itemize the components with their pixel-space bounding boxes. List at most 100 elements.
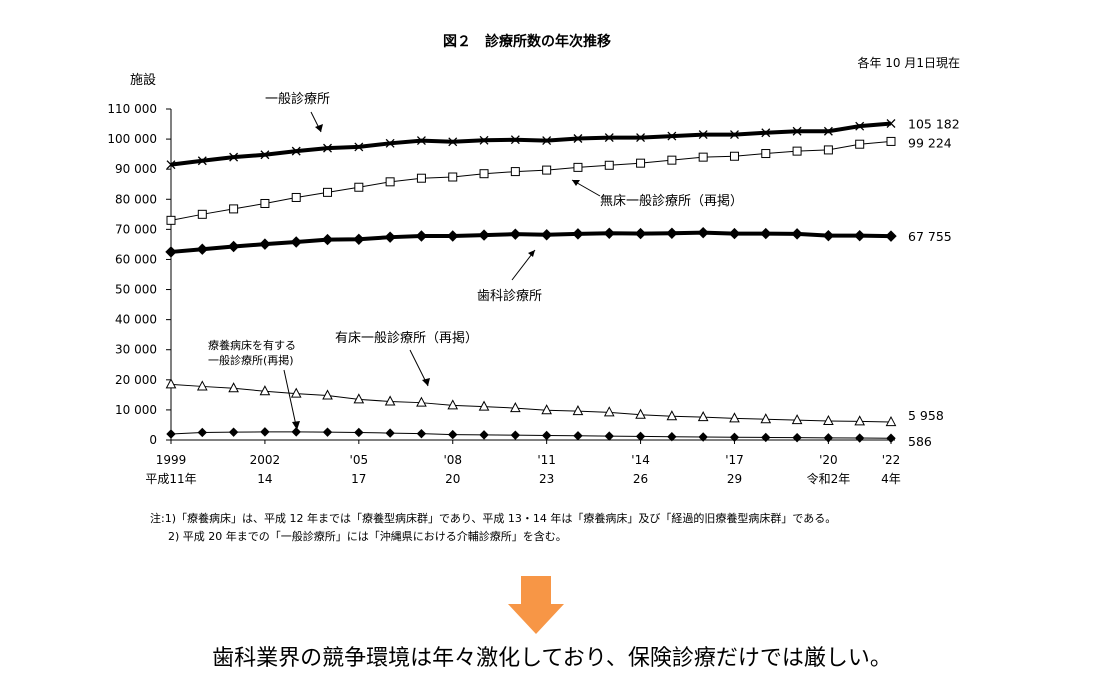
data-point (353, 393, 365, 404)
x-tick-sublabel: 14 (257, 472, 272, 486)
data-point (886, 119, 896, 128)
data-point (823, 145, 833, 155)
arrowhead-bed (422, 378, 430, 386)
x-tick-sublabel: 17 (351, 472, 366, 486)
data-point (510, 167, 520, 177)
data-point (291, 427, 301, 437)
y-tick-label: 40 000 (115, 313, 157, 327)
data-point (479, 430, 489, 440)
chart-title: 図２ 診療所数の年次推移 (443, 33, 611, 50)
data-point (166, 160, 176, 170)
data-point (886, 136, 896, 146)
series-4 (166, 427, 896, 443)
series-0 (166, 119, 896, 170)
data-point (666, 410, 678, 421)
data-point (572, 405, 584, 416)
data-point (354, 182, 364, 192)
series-3 (165, 378, 897, 427)
data-point (166, 215, 176, 225)
annotation-no-bed-clinic: 無床一般診療所（再掲） (600, 193, 743, 209)
down-arrow-icon (508, 576, 564, 634)
data-point (416, 173, 426, 183)
annotation-ltc-clinic-line2: 一般診療所(再掲) (208, 353, 294, 367)
data-point (384, 231, 396, 243)
data-point (448, 172, 458, 182)
data-point (291, 192, 301, 202)
end-label: 99 224 (908, 135, 952, 150)
data-point (509, 228, 522, 240)
data-point (166, 429, 176, 439)
end-label: 5 958 (908, 408, 944, 423)
data-point (197, 209, 207, 219)
x-ticks: 1999 平成11年 2002 14 '05 17 '08 20 '11 23 '14 26 '17 29… (145, 440, 901, 486)
y-tick-label: 20 000 (115, 373, 157, 387)
data-point (510, 135, 520, 145)
data-point (791, 228, 803, 240)
y-tick-label: 90 000 (115, 162, 157, 176)
data-point (635, 431, 646, 442)
data-point (354, 427, 364, 438)
data-point (667, 131, 677, 141)
annotation-bed-clinic: 有床一般診療所（再掲） (335, 330, 478, 346)
arrowhead-ltc (292, 421, 300, 430)
data-point (855, 139, 865, 149)
x-tick-label: '20 (819, 453, 838, 467)
data-point (572, 228, 584, 240)
data-point (228, 382, 239, 393)
data-point (698, 432, 708, 442)
y-axis-label: 施設 (130, 72, 156, 88)
data-point (197, 427, 208, 438)
y-tick-label: 10 000 (115, 403, 157, 417)
data-point (322, 389, 333, 400)
data-point (760, 227, 772, 240)
data-point (323, 187, 333, 197)
y-tick-label: 30 000 (115, 343, 157, 357)
series-line (170, 121, 892, 167)
data-point (385, 177, 395, 187)
data-point (540, 229, 553, 241)
data-point (603, 406, 615, 417)
data-point (635, 408, 646, 419)
data-point (823, 414, 834, 426)
data-point (385, 138, 395, 148)
x-tick-label: 2002 (250, 453, 281, 467)
end-labels: 105 182 99 224 67 755 5 958 586 (908, 116, 960, 449)
data-point (667, 155, 677, 165)
data-point (416, 136, 426, 146)
axes (170, 109, 895, 441)
data-point (761, 128, 771, 138)
series-1 (166, 136, 896, 225)
data-point (416, 396, 427, 407)
data-point (447, 230, 459, 242)
data-point (730, 130, 739, 140)
data-point (822, 229, 835, 242)
x-tick-sublabel: 4年 (881, 472, 901, 486)
data-point (229, 204, 239, 214)
data-point (728, 227, 741, 240)
data-point (197, 156, 207, 166)
data-point (761, 149, 771, 159)
data-point (636, 133, 646, 143)
note-1: 注:1)「療養病床」は、平成 12 年までは「療養型病床群」であり、平成 13・… (150, 512, 837, 525)
y-ticks: 0 10 000 20 000 30 000 40 000 50 000 60 000 70 … (107, 102, 171, 447)
data-point (479, 169, 489, 179)
data-point (478, 400, 490, 411)
annotation-dental-clinic: 歯科診療所 (477, 288, 542, 304)
data-point (260, 198, 270, 208)
data-point (196, 380, 208, 391)
data-point (416, 428, 427, 439)
note-2: 2) 平成 20 年までの「一般診療所」には「沖縄県における介輔診療所」を含む。 (168, 530, 567, 543)
y-tick-label: 0 (149, 433, 157, 447)
data-point (259, 238, 271, 250)
data-point (291, 146, 301, 156)
data-point (823, 126, 833, 136)
data-point (542, 136, 552, 146)
arrowhead-general (315, 124, 323, 132)
series-2 (165, 226, 897, 258)
data-point (823, 433, 834, 443)
series-group (165, 119, 897, 443)
data-point (666, 227, 678, 239)
data-point (290, 236, 302, 248)
annotation-ltc-clinic-line1: 療養病床を有する (208, 338, 296, 352)
data-point (227, 240, 240, 253)
